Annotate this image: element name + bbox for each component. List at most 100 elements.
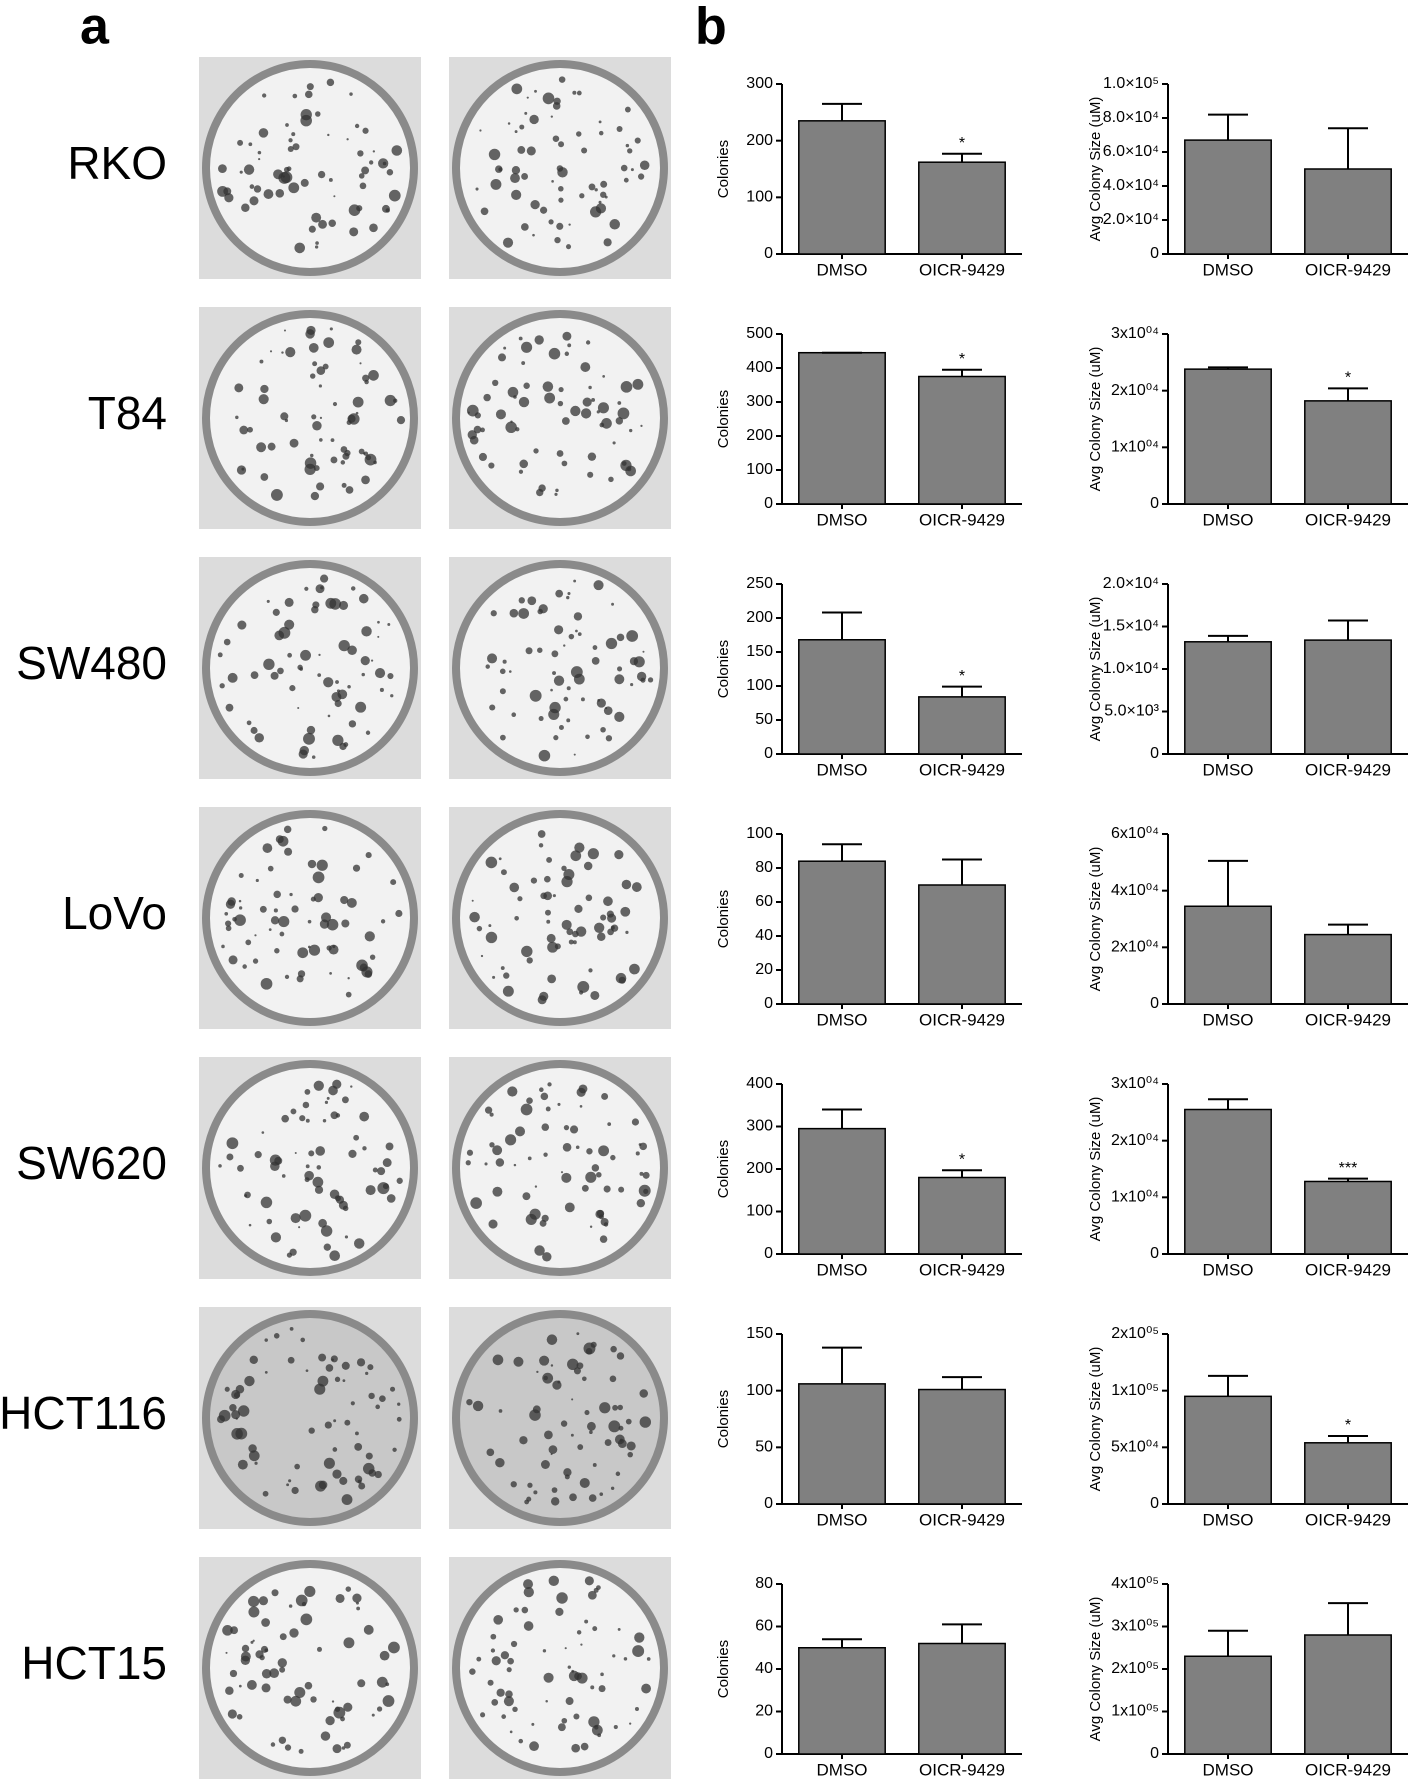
y-tick-label: 1x10⁰⁴ [1111,1189,1159,1206]
colony [490,1648,496,1653]
y-tick-label: 0 [764,745,773,762]
colony [320,1225,333,1237]
colony [531,1722,535,1726]
colony [224,193,234,203]
colony [387,622,391,626]
colony [554,236,561,244]
colony [610,1154,616,1161]
colony [344,449,351,457]
colony [617,666,623,672]
y-axis-label: Colonies [715,140,732,198]
dish-image [199,557,421,779]
colony [332,402,338,407]
colony [548,708,560,720]
colony [369,160,374,165]
colony [360,656,370,666]
colony [283,166,290,173]
colony [585,734,590,740]
colony [239,170,243,174]
bar [1184,905,1272,1005]
colony [363,1624,374,1635]
colony [522,1192,531,1201]
colony [635,1151,640,1156]
colony [243,164,255,175]
colony [264,1370,268,1374]
colony [286,1483,290,1487]
bar [798,860,886,1005]
colony [599,1402,611,1414]
colony [316,482,325,491]
y-tick-label: 80 [755,859,773,876]
y-tick-label: 100 [746,461,773,478]
colony [315,111,321,117]
colony [318,1218,327,1228]
y-tick-label: 80 [755,1575,773,1592]
colony [543,1672,554,1683]
colony [596,698,606,708]
x-tick-label: DMSO [1203,760,1254,779]
dish [452,1310,668,1526]
colony [517,896,523,902]
colony [289,1248,297,1256]
bar [798,1383,886,1505]
colony [228,955,238,965]
bar [1304,933,1392,1005]
colony [523,1586,534,1598]
colony [263,658,275,671]
colony [271,1589,279,1597]
colony [503,1696,514,1707]
colony [639,1416,652,1428]
colony [323,677,334,688]
colony [319,438,323,442]
colony [617,407,630,420]
colony [641,1683,651,1694]
colony [392,1447,397,1452]
colony [560,1171,564,1174]
colony [570,850,582,862]
colony [341,1361,350,1370]
colony [359,182,367,190]
bar [918,1642,1006,1755]
colony [580,697,585,702]
colony [238,1684,242,1688]
colony [234,914,246,926]
colony [587,471,594,478]
colony [555,1607,564,1616]
colony [612,1404,618,1411]
colony [371,1713,375,1717]
colony [352,396,364,408]
colony [270,1742,276,1747]
colony [598,1214,604,1220]
colony [487,653,498,664]
colony [509,608,519,618]
colony [313,1080,324,1091]
colony [507,386,519,398]
colony [237,139,244,146]
colony [269,1668,280,1678]
colony [623,1657,628,1661]
colony [594,188,598,192]
colony [499,688,506,695]
colony [548,1445,558,1454]
colony [240,1655,251,1665]
colony [568,939,574,945]
colony [225,703,234,712]
colony [576,1672,588,1684]
colony [492,1354,504,1366]
colony [489,1142,495,1148]
colony [546,1334,558,1345]
colony [543,1152,548,1157]
y-axis-label: Colonies [715,1140,732,1198]
colony [571,1398,574,1401]
colony [393,398,398,403]
colony [561,919,572,930]
x-tick-label: DMSO [817,1760,868,1779]
colony [630,168,634,172]
colony [558,76,566,83]
colony [375,1404,380,1410]
colony [617,1439,627,1449]
colony [237,620,247,630]
colony [488,924,492,928]
colony [270,916,280,925]
colony [258,1596,269,1606]
